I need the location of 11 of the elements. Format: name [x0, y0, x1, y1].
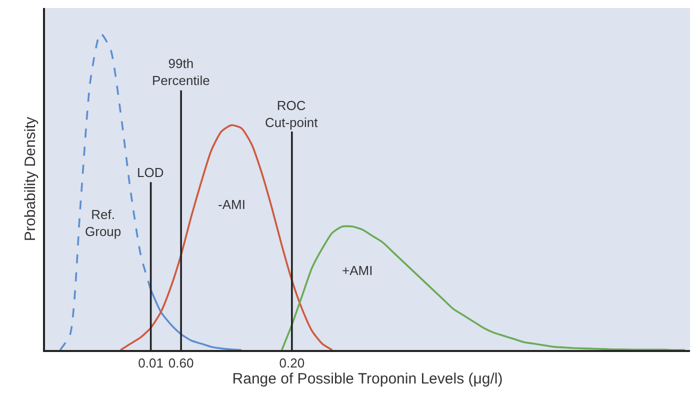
x-axis-title: Range of Possible Troponin Levels (μg/l): [232, 370, 503, 388]
ref-line-label: 99th Percentile: [152, 56, 210, 88]
series-label: Ref. Group: [85, 207, 122, 239]
ref-line-label: LOD: [137, 165, 164, 180]
y-axis-title: Probability Density: [22, 116, 39, 242]
x-tick-label: 0.01: [138, 355, 164, 370]
series-label: +AMI: [342, 263, 373, 278]
x-tick-label: 0.20: [279, 355, 305, 370]
ref-line-label: ROC Cut-point: [265, 98, 318, 130]
x-tick-label: 0.60: [168, 355, 194, 370]
series-label: -AMI: [218, 197, 246, 212]
